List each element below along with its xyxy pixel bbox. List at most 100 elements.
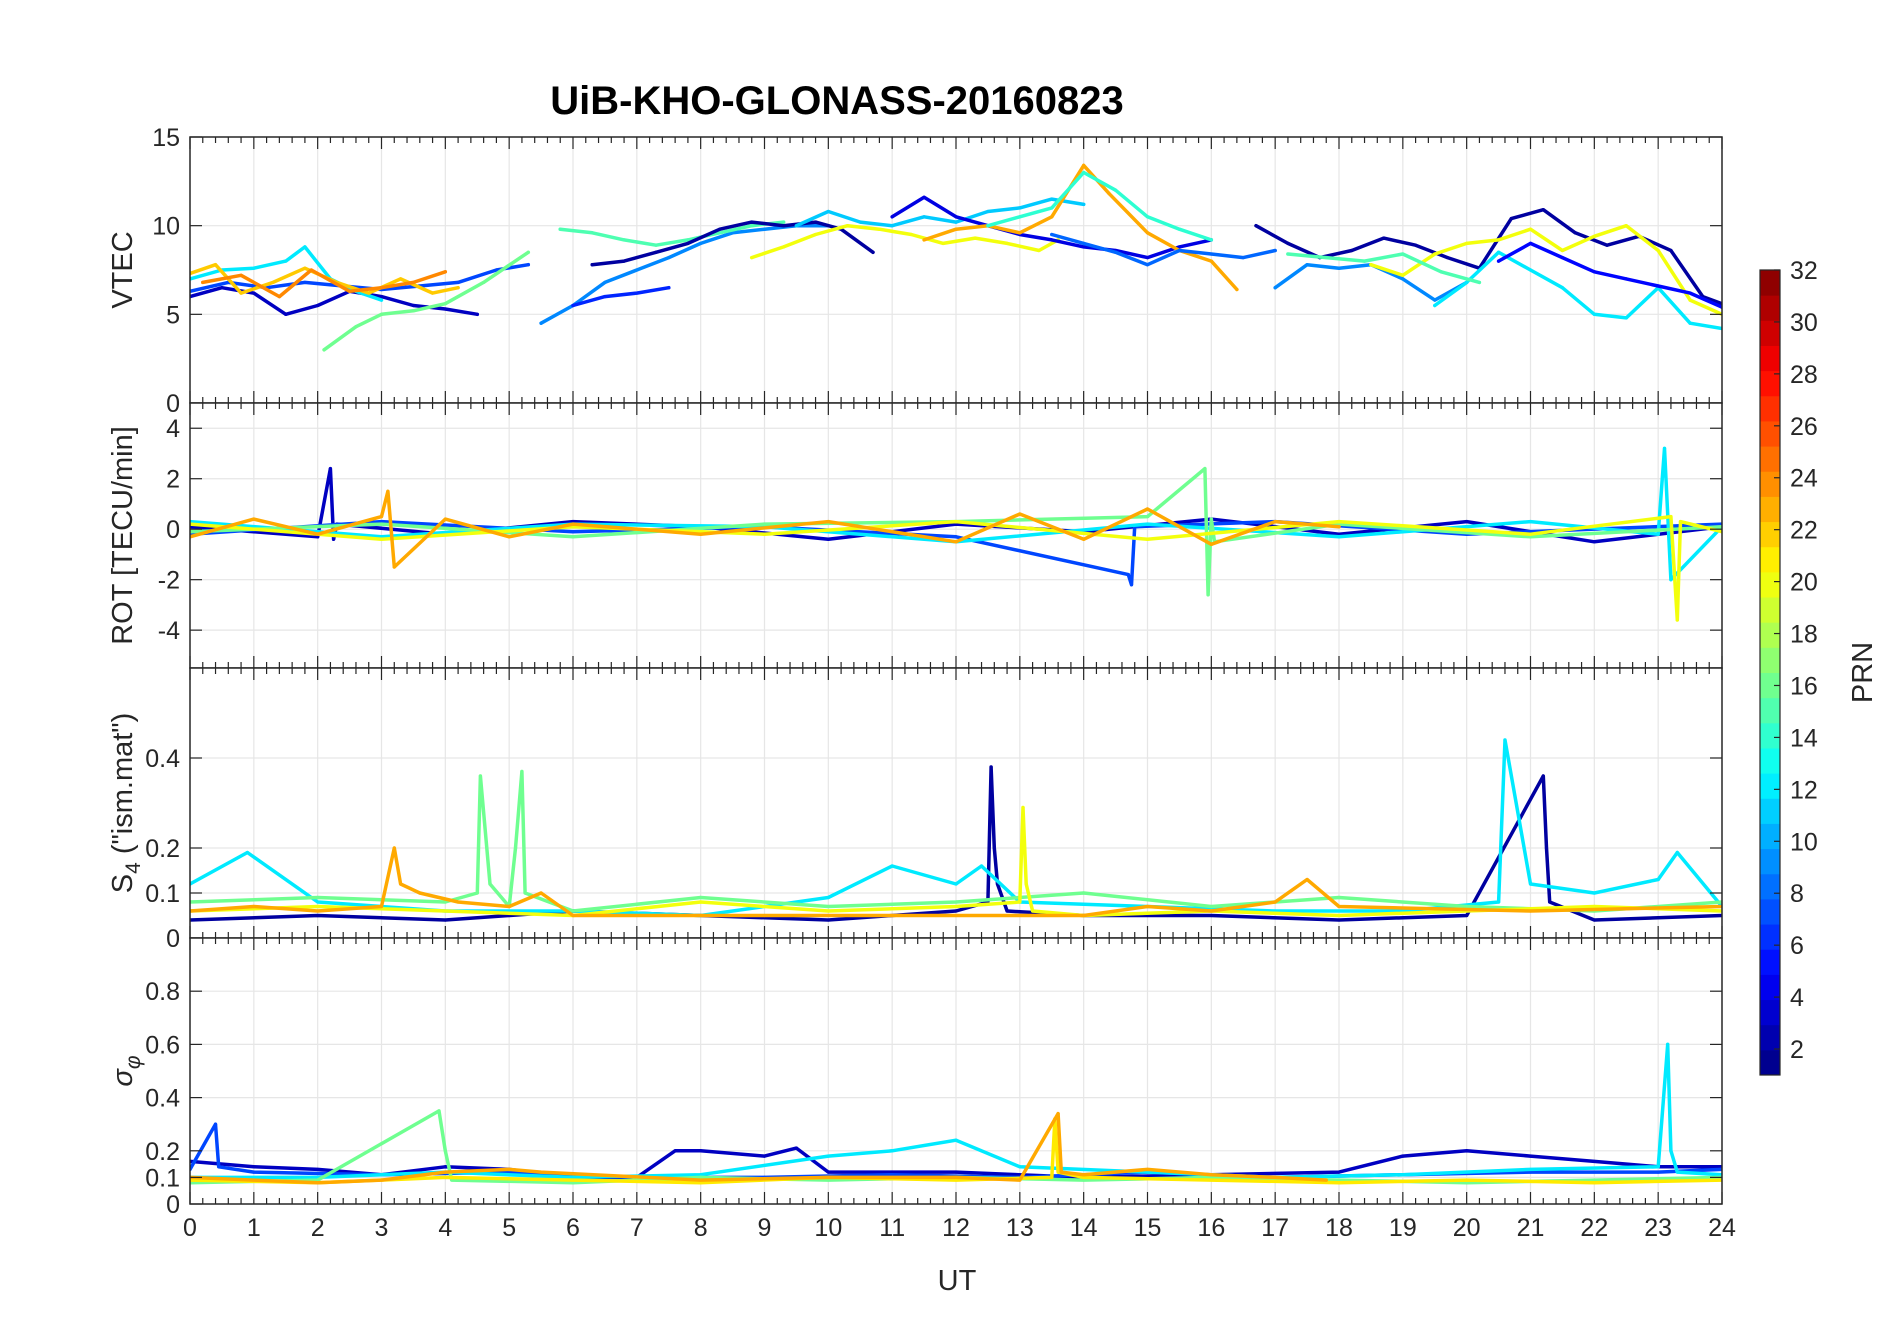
data-point — [954, 220, 958, 224]
data-point — [367, 291, 371, 295]
data-point — [1465, 904, 1469, 909]
data-point — [1018, 231, 1022, 235]
data-point — [1018, 512, 1022, 516]
data-point — [252, 266, 256, 270]
x-tick-label: 10 — [814, 1214, 842, 1242]
data-point — [1082, 163, 1086, 167]
data-point — [354, 325, 358, 329]
data-point — [1018, 900, 1022, 904]
colorbar-segment — [1760, 597, 1780, 623]
data-point — [443, 302, 447, 306]
data-point — [277, 295, 281, 299]
x-tick-label: 3 — [375, 1214, 389, 1242]
data-point — [252, 904, 256, 909]
y-tick-label: 0.2 — [145, 1138, 180, 1166]
y-tick-label: 0 — [166, 516, 180, 544]
data-point — [826, 904, 830, 909]
x-tick-label: 20 — [1453, 1214, 1481, 1242]
data-point — [1688, 298, 1692, 302]
data-point — [239, 273, 243, 277]
data-point — [1528, 520, 1533, 524]
data-point — [826, 1170, 830, 1174]
data-point — [845, 224, 850, 228]
data-point — [941, 241, 945, 245]
data-point — [1528, 1154, 1533, 1158]
colorbar-segment — [1760, 848, 1780, 875]
data-point — [1113, 188, 1118, 192]
data-point — [1592, 1178, 1596, 1182]
data-point — [1465, 913, 1469, 918]
data-point — [989, 765, 993, 769]
data-point — [252, 1165, 256, 1169]
data-point — [1496, 259, 1501, 263]
data-point — [379, 904, 384, 909]
data-point — [826, 1175, 830, 1179]
colorbar-segment — [1760, 773, 1780, 799]
data-point — [252, 291, 256, 295]
data-point — [1337, 904, 1341, 909]
data-point — [1656, 877, 1660, 882]
colorbar-segment — [1760, 622, 1780, 648]
data-point — [954, 1178, 958, 1182]
y-tick-label: 0.1 — [145, 880, 180, 908]
data-point — [1675, 618, 1679, 622]
data-point — [1528, 1170, 1533, 1174]
colorbar-segment — [1760, 747, 1780, 774]
data-point — [399, 277, 403, 281]
colorbar-tick-label: 18 — [1790, 621, 1818, 649]
data-point — [1548, 900, 1552, 904]
colorbar-segment — [1760, 924, 1780, 950]
colorbar-segment — [1760, 823, 1780, 850]
colorbar-segment — [1760, 999, 1780, 1026]
data-point — [667, 286, 671, 290]
data-point — [1656, 248, 1660, 253]
data-point — [1592, 904, 1596, 909]
series-group — [190, 738, 1722, 922]
data-point — [430, 291, 435, 295]
data-point — [1528, 535, 1533, 539]
data-point — [494, 268, 498, 272]
series-line-prn-2 — [590, 220, 875, 267]
data-point — [954, 900, 958, 904]
data-point — [782, 224, 786, 228]
data-point — [1145, 537, 1150, 541]
data-point — [1362, 259, 1367, 263]
data-point — [316, 904, 320, 909]
y-tick-label: 5 — [166, 301, 180, 329]
data-point — [1496, 250, 1501, 254]
data-point — [328, 467, 333, 471]
x-tick-label: 24 — [1708, 1214, 1736, 1242]
data-point — [1401, 273, 1405, 277]
chart-title: UiB-KHO-GLONASS-20160823 — [550, 79, 1124, 123]
data-point — [1528, 909, 1533, 913]
y-tick-label: 0 — [166, 925, 180, 953]
data-point — [699, 895, 703, 900]
data-point — [1209, 252, 1213, 256]
data-point — [411, 303, 416, 308]
y-tick-label: -2 — [158, 567, 180, 595]
data-point — [718, 231, 722, 235]
data-point — [379, 295, 384, 299]
data-point — [379, 1178, 384, 1182]
data-point — [762, 913, 767, 918]
data-point — [213, 1122, 218, 1126]
data-point — [316, 895, 320, 900]
data-point — [1592, 234, 1596, 238]
colorbar-tick-label: 28 — [1790, 361, 1818, 389]
data-point — [826, 918, 830, 922]
data-point — [316, 1181, 320, 1185]
data-point — [1465, 241, 1469, 245]
data-point — [699, 900, 703, 904]
colorbar-segment — [1760, 395, 1780, 422]
x-tick-label: 11 — [879, 1214, 905, 1242]
data-point — [1662, 446, 1667, 451]
data-point — [443, 909, 447, 913]
series-line-prn-7 — [190, 262, 531, 294]
x-tick-label: 19 — [1389, 1214, 1417, 1242]
data-point — [858, 220, 862, 224]
series-line-prn-21 — [190, 1117, 1722, 1185]
data-point — [979, 864, 984, 868]
data-point — [1433, 298, 1437, 302]
data-point — [526, 263, 530, 267]
